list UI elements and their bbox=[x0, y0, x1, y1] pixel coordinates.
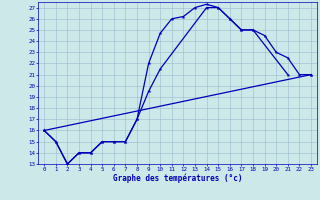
X-axis label: Graphe des températures (°c): Graphe des températures (°c) bbox=[113, 174, 242, 183]
